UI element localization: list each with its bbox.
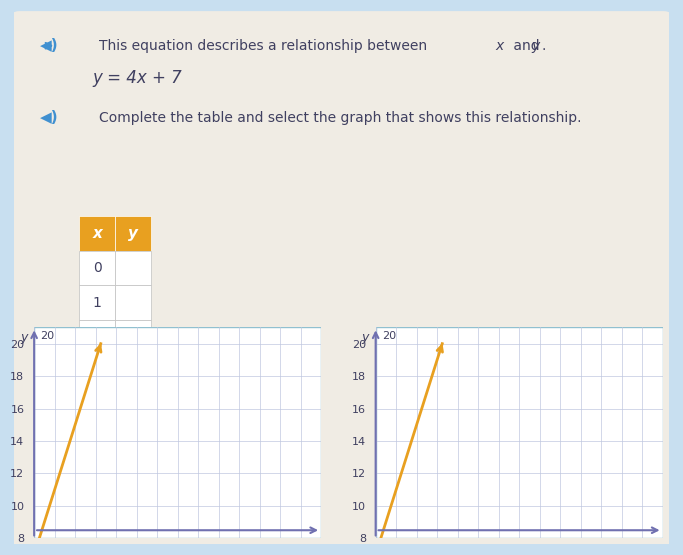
Text: x: x <box>92 226 102 241</box>
FancyBboxPatch shape <box>79 216 115 251</box>
Text: ◀): ◀) <box>40 38 59 53</box>
Text: y: y <box>531 39 540 53</box>
FancyBboxPatch shape <box>115 320 152 355</box>
Text: x: x <box>496 39 504 53</box>
FancyBboxPatch shape <box>79 251 115 285</box>
Text: 2: 2 <box>93 330 102 345</box>
Text: y: y <box>20 331 27 344</box>
Text: 1: 1 <box>93 296 102 310</box>
FancyBboxPatch shape <box>115 285 152 320</box>
FancyBboxPatch shape <box>79 355 115 390</box>
FancyBboxPatch shape <box>115 251 152 285</box>
FancyBboxPatch shape <box>7 11 676 549</box>
Text: This equation describes a relationship between: This equation describes a relationship b… <box>99 39 432 53</box>
FancyBboxPatch shape <box>115 216 152 251</box>
Text: 20: 20 <box>40 331 55 341</box>
FancyBboxPatch shape <box>115 355 152 390</box>
FancyBboxPatch shape <box>79 285 115 320</box>
FancyBboxPatch shape <box>79 320 115 355</box>
Text: ◀): ◀) <box>40 110 59 125</box>
Text: 0: 0 <box>93 261 102 275</box>
Text: .: . <box>542 39 546 53</box>
Text: Complete the table and select the graph that shows this relationship.: Complete the table and select the graph … <box>99 110 581 125</box>
Text: y: y <box>128 226 139 241</box>
Text: y: y <box>362 331 369 344</box>
Text: and: and <box>509 39 544 53</box>
Text: 3: 3 <box>93 365 102 379</box>
Text: 20: 20 <box>382 331 396 341</box>
Text: y = 4x + 7: y = 4x + 7 <box>92 69 182 87</box>
